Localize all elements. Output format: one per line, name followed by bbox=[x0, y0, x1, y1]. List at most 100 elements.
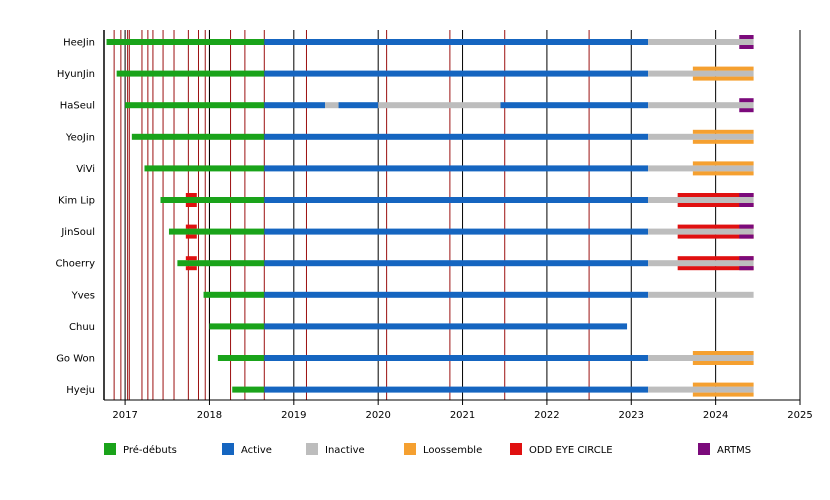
legend-label: Active bbox=[241, 445, 272, 456]
x-tick-label: 2021 bbox=[450, 410, 475, 421]
odd_eye_circle-band bbox=[185, 256, 197, 261]
inactive-bar bbox=[378, 102, 501, 109]
legend-swatch bbox=[510, 443, 522, 455]
artms-band bbox=[739, 45, 754, 49]
odd_eye_circle-band bbox=[185, 224, 197, 229]
active-bar bbox=[264, 291, 649, 298]
active-bar bbox=[264, 355, 649, 361]
member-label: Yves bbox=[71, 290, 95, 301]
inactive-bar bbox=[648, 197, 754, 203]
odd_eye_circle-band bbox=[185, 193, 197, 197]
member-label: Hyeju bbox=[66, 385, 95, 396]
active-bar bbox=[264, 39, 649, 45]
artms-band-body bbox=[739, 98, 753, 112]
odd_eye_circle-band bbox=[185, 203, 197, 207]
predebut-bar bbox=[116, 70, 265, 77]
artms-band bbox=[739, 35, 754, 39]
artms-band bbox=[739, 256, 754, 261]
predebut-bar bbox=[209, 323, 265, 330]
member-label: JinSoul bbox=[60, 227, 95, 238]
plot-frame bbox=[103, 30, 801, 401]
artms-band bbox=[739, 266, 754, 271]
legend-swatch bbox=[222, 443, 234, 455]
legend-swatch bbox=[404, 443, 416, 455]
inactive-bar bbox=[648, 386, 754, 393]
active-bar bbox=[264, 102, 326, 109]
loossemble-band bbox=[692, 76, 754, 81]
inactive-bar bbox=[325, 102, 339, 109]
predebut-bar bbox=[160, 197, 265, 203]
loossemble-band bbox=[692, 382, 754, 387]
active-bar bbox=[264, 197, 649, 203]
loossemble-band bbox=[692, 392, 754, 397]
member-labels: HeeJin HyunJin HaSeul YeoJin ViVi Kim Lip JinS… bbox=[55, 38, 95, 397]
x-tick-label: 2020 bbox=[365, 410, 390, 421]
active-bar bbox=[500, 102, 649, 109]
predebut-bar bbox=[177, 260, 265, 267]
loossemble-band bbox=[692, 351, 754, 355]
x-tick-label: 2024 bbox=[703, 410, 728, 421]
artms-band bbox=[739, 203, 754, 207]
artms-band-body bbox=[739, 225, 753, 239]
inactive-bar bbox=[648, 165, 754, 172]
inactive-bar bbox=[648, 260, 754, 267]
odd_eye_circle-band bbox=[677, 203, 754, 207]
predebut-bar bbox=[168, 228, 265, 235]
active-bar bbox=[264, 70, 649, 77]
predebut-bar bbox=[106, 39, 265, 45]
legend-label: Inactive bbox=[325, 445, 365, 456]
active-bar bbox=[264, 228, 649, 235]
loossemble-band bbox=[692, 361, 754, 365]
legend-label: Pré-débuts bbox=[123, 444, 177, 456]
release-lines bbox=[103, 30, 590, 400]
predebut-bar bbox=[203, 291, 265, 298]
member-label: ViVi bbox=[76, 164, 95, 175]
loossemble-band bbox=[692, 171, 754, 176]
predebut-bar bbox=[232, 386, 265, 393]
artms-band bbox=[739, 234, 754, 239]
legend-label: ODD EYE CIRCLE bbox=[529, 445, 613, 456]
loossemble-band bbox=[692, 139, 754, 144]
odd_eye_circle-band bbox=[185, 266, 197, 271]
artms-band bbox=[739, 193, 754, 197]
inactive-bar bbox=[648, 102, 754, 109]
legend-swatch bbox=[306, 443, 318, 455]
odd_eye_circle-band bbox=[185, 234, 197, 239]
odd_eye_circle-band bbox=[677, 193, 754, 197]
odd_eye_circle-band bbox=[677, 266, 754, 271]
predebut-bar bbox=[144, 165, 265, 172]
legend-label: ARTMS bbox=[717, 445, 751, 456]
predebut-bar bbox=[217, 355, 265, 361]
x-tick-label: 2017 bbox=[112, 410, 137, 421]
legend: Pré-débuts Active Inactive Loossemble ODD EY… bbox=[104, 443, 751, 456]
loossemble-band bbox=[692, 66, 754, 71]
member-label: HaSeul bbox=[60, 101, 95, 112]
inactive-bar bbox=[648, 228, 754, 235]
member-label: Kim Lip bbox=[58, 196, 95, 207]
member-label: YeoJin bbox=[65, 132, 95, 143]
member-label: Choerry bbox=[55, 259, 95, 270]
legend-swatch bbox=[698, 443, 710, 455]
odd_eye_circle-band bbox=[677, 224, 754, 229]
odd_eye_circle-band bbox=[677, 256, 754, 261]
active-bar bbox=[264, 386, 649, 393]
inactive-bar bbox=[648, 70, 754, 77]
x-tick-label: 2019 bbox=[281, 410, 306, 421]
x-tick-label: 2025 bbox=[787, 410, 812, 421]
loossemble-band bbox=[692, 129, 754, 134]
x-tick-label: 2023 bbox=[619, 410, 644, 421]
member-label: HyunJin bbox=[57, 69, 95, 80]
year-gridlines bbox=[124, 30, 717, 400]
artms-band bbox=[739, 98, 754, 103]
odd_eye_circle-band bbox=[677, 234, 754, 239]
inactive-bar bbox=[648, 133, 754, 140]
artms-band-body bbox=[739, 193, 753, 207]
active-bar bbox=[264, 133, 649, 140]
member-label: Chuu bbox=[69, 322, 95, 333]
loossemble-band bbox=[692, 161, 754, 166]
active-bar bbox=[264, 323, 628, 330]
artms-band-body bbox=[739, 256, 753, 270]
legend-swatch bbox=[104, 443, 116, 455]
member-label: HeeJin bbox=[63, 38, 95, 49]
